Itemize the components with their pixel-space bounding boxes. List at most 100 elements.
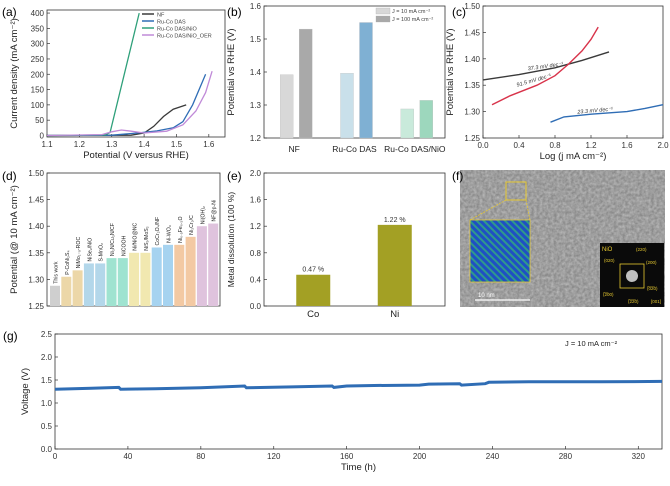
y-tick-label: 1.25 <box>464 134 480 143</box>
y-axis-label: Potential vs RHE (V) <box>226 28 237 115</box>
y-tick-label: 400 <box>31 9 45 18</box>
series-line <box>54 379 663 391</box>
bar <box>340 73 354 139</box>
bar <box>196 226 207 306</box>
y-tick-label: 1.40 <box>464 55 480 64</box>
x-tick-label: 1.2 <box>74 140 86 149</box>
legend-label: J = 100 mA cm⁻² <box>392 17 433 23</box>
bar <box>419 100 433 139</box>
y-tick-label: 2.0 <box>41 353 53 362</box>
plot-frame <box>54 333 663 450</box>
legend-swatch <box>375 15 391 23</box>
y-tick-label: 1.5 <box>41 376 53 385</box>
panel-label: (d) <box>2 169 17 183</box>
legend-label: J = 10 mA cm⁻² <box>392 9 430 15</box>
y-tick-label: 0.0 <box>41 445 53 454</box>
y-tick-label: 1.50 <box>28 169 44 178</box>
chart-panel-b: 1.2 1.3 1.4 1.5 1.6 Potential vs RHE (V) (b) NF… <box>226 2 446 154</box>
bar <box>106 258 117 306</box>
y-tick-label: 1.2 <box>250 134 262 143</box>
saed-label: (200) <box>646 260 657 265</box>
chart-panel-e: 0.0 0.4 0.8 1.2 1.6 2.0 Metal dissolution (100… <box>226 169 446 320</box>
chart-panel-a: 0 50 100 150 200 250 300 350 400 1.1 1.2 1.3 1.4 1.5 1… <box>2 5 226 161</box>
series-line <box>46 12 140 137</box>
y-tick-label: 1.25 <box>28 302 44 311</box>
zoom-region-box <box>505 181 527 201</box>
series-line <box>550 104 664 123</box>
bar-category-label: NiSe₂/NiO <box>87 238 93 262</box>
saed-central-spot <box>626 270 638 282</box>
chart-panel-d: 1.25 1.30 1.35 1.40 1.45 1.50 Potential (@ 10 … <box>2 169 221 311</box>
series-line <box>46 104 187 137</box>
y-tick-label: 1.2 <box>250 222 262 231</box>
y-tick-label: 1.45 <box>28 196 44 205</box>
x-tick-label: 1.5 <box>171 140 183 149</box>
bar-category-label: NiS₂/MoS₂ <box>144 226 150 251</box>
saed-label: (̅2̅00) <box>602 291 614 297</box>
panel-label: (a) <box>2 5 17 19</box>
y-tick-label: 200 <box>31 70 45 79</box>
bar <box>185 236 196 306</box>
bar-category-label: NiCOOH <box>121 235 127 256</box>
bar <box>95 263 106 306</box>
bar <box>400 108 414 139</box>
legend-swatch <box>375 7 391 15</box>
bar-category-label: NF@p-Ni <box>212 200 218 222</box>
bar-category-label: This work <box>54 261 60 284</box>
zoom-connector-line <box>525 199 531 221</box>
y-axis-label: Current density (mA cm⁻²) <box>9 18 20 129</box>
bar <box>163 244 173 306</box>
series-line <box>482 51 610 81</box>
saed-label: (220) <box>636 247 647 252</box>
bar <box>208 223 219 306</box>
y-tick-label: 100 <box>31 101 45 110</box>
legend-label: Ru-Co DAS/NiO_OER <box>157 34 212 40</box>
saed-title: NiO <box>602 247 613 253</box>
y-tick-label: 1.35 <box>28 249 44 258</box>
x-tick-label: 280 <box>559 452 573 461</box>
plot-frame <box>263 172 446 307</box>
x-tick-label: 240 <box>486 452 500 461</box>
slope-annotation: 23.3 mV dec⁻¹ <box>576 107 613 116</box>
hrtem-inset <box>469 219 531 283</box>
series-line <box>46 71 213 137</box>
bar-category-label: Ni₀.₅Fe₀.₅O <box>178 216 184 242</box>
y-tick-label: 1.4 <box>250 68 262 77</box>
x-tick-label: 320 <box>632 452 646 461</box>
scale-bar-label: 10 nm <box>478 293 495 299</box>
x-tick-label: 1.2 <box>585 141 597 150</box>
y-axis-label: Voltage (V) <box>20 368 31 415</box>
x-tick-label: 0 <box>53 452 58 461</box>
x-tick-label: 0.4 <box>513 141 525 150</box>
y-tick-label: 1.0 <box>41 399 53 408</box>
bar <box>140 252 151 306</box>
x-tick-label: 2.0 <box>657 141 669 150</box>
chart-panel-c: 1.25 1.30 1.35 1.40 1.45 1.50 0.0 0.4 0.8 1.2 1.6 2… <box>445 2 669 162</box>
x-tick-label: 0.8 <box>549 141 561 150</box>
y-tick-label: 150 <box>31 86 45 95</box>
legend-label: Ru-Co DAS/NiO <box>157 27 197 33</box>
y-tick-label: 1.5 <box>250 35 262 44</box>
bar-category-label: Ni-WO₃ <box>167 225 173 243</box>
condition-annotation: J = 10 mA cm⁻² <box>565 339 618 348</box>
saed-label: [001] <box>651 299 661 304</box>
bar <box>129 252 140 306</box>
bar <box>296 274 331 306</box>
legend-label: Ru-Co DAS <box>157 20 186 26</box>
x-axis-label: Potential (V versus RHE) <box>83 150 189 161</box>
bar-category-label: CoCr₂O₄/NF <box>155 217 161 246</box>
x-axis-label: Time (h) <box>341 462 376 473</box>
x-tick-label: 1.6 <box>203 140 215 149</box>
x-category-label: Ni <box>390 309 399 320</box>
y-tick-label: 250 <box>31 55 45 64</box>
legend-label: NF <box>157 13 165 19</box>
y-tick-label: 1.45 <box>464 28 480 37</box>
bar <box>83 263 94 306</box>
bar <box>72 270 83 306</box>
x-tick-label: 120 <box>267 452 281 461</box>
bar <box>280 74 294 139</box>
x-tick-label: 40 <box>123 452 132 461</box>
y-tick-label: 1.35 <box>464 81 480 90</box>
bar-category-label: Ni(OH)₂ <box>200 206 206 224</box>
